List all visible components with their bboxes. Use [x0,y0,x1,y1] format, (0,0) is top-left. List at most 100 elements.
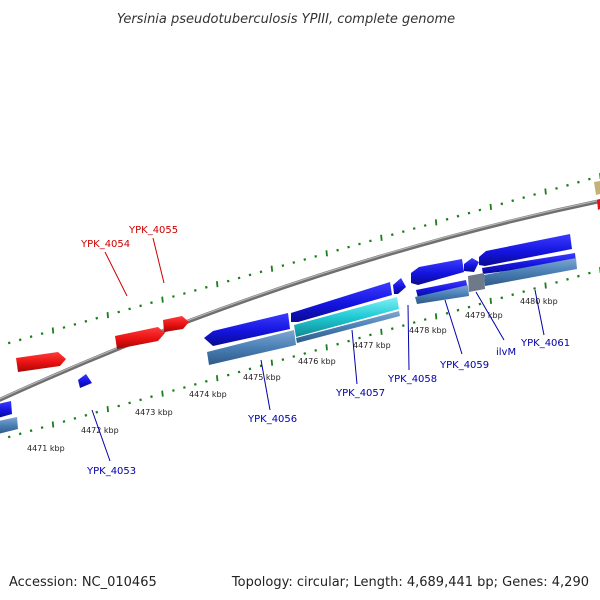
upper-tick-mark [380,234,383,241]
lower-tick-mark [314,349,318,352]
lower-tick-mark [172,389,175,392]
lower-tick-mark [84,413,88,417]
upper-tick-mark [51,327,55,334]
upper-tick-mark [434,219,438,226]
label-ypk-4055[interactable]: YPK_4055 [128,225,178,236]
ruler-label-4475: 4475 kbp [243,373,281,382]
upper-tick-mark [150,301,153,305]
leader-ypk-4054 [104,251,128,297]
gene-arrow-ypk-4056[interactable] [204,313,290,346]
upper-tick-mark [533,193,536,196]
cds-feature-ypk-4057[interactable] [294,297,399,337]
lower-tick-mark [566,277,569,281]
upper-tick-mark [555,187,558,190]
gene-arrow-ilvm[interactable] [464,258,479,272]
upper-tick-mark [204,285,208,289]
accession-text: Accession: NC_010465 [9,575,157,590]
gene-arrow-lower-right[interactable] [482,253,576,274]
lower-tick-mark [193,383,197,386]
gene-arrow-ypk-4059[interactable] [411,259,464,285]
gene-arrow-ypk-4057[interactable] [291,282,392,322]
upper-tick-mark [29,335,33,339]
leader-ypk-4059 [444,299,463,355]
label-ilvm[interactable]: ilvM [496,347,516,358]
cds-feature-ypk-4056[interactable] [207,330,296,365]
upper-tick-mark [18,338,22,342]
lower-tick-mark [544,282,547,289]
leader-ypk-4057 [351,329,358,385]
ruler-label-4480: 4480 kbp [520,297,558,306]
reverse-strand-genes [16,316,189,372]
leader-ypk-4058 [407,304,410,371]
label-ypk-4058[interactable]: YPK_4058 [387,374,437,385]
lower-tick-mark [522,290,526,293]
cds-feature-ypk-4057-lower[interactable] [296,311,400,343]
upper-tick-mark [95,316,99,320]
feature-partial-tan [594,181,600,195]
lower-tick-mark [401,324,405,327]
upper-tick-mark [358,242,361,246]
cds-feature-partial-left[interactable] [0,417,18,434]
upper-tick-mark [489,203,492,210]
ruler-label-4474: 4474 kbp [189,390,227,399]
lower-tick-mark [150,395,153,399]
lower-tick-mark [325,344,328,351]
lower-tick-mark [434,313,438,320]
upper-tick-mark [478,208,482,212]
lower-tick-mark [347,339,350,343]
tick-rows [7,173,600,439]
gene-arrow-partial-left[interactable] [0,401,12,418]
upper-tick-mark [226,279,230,283]
upper-tick-mark [577,180,580,184]
lower-tick-mark [161,390,164,397]
feature-partial-red [597,199,600,210]
lower-tick-mark [237,370,241,374]
upper-tick-mark [390,233,394,237]
ruler-labels: 4471 kbp 4472 kbp 4473 kbp 4474 kbp 4475… [27,297,558,453]
upper-tick-mark [369,239,372,243]
upper-tick-mark [467,211,471,215]
gene-arrow-ypk-4061[interactable] [479,234,572,266]
upper-tick-mark [172,295,175,298]
leader-ypk-4055 [152,237,165,284]
lower-tick-mark [7,435,11,439]
lower-tick-mark [29,429,33,433]
upper-tick-mark [511,199,515,203]
lower-tick-mark [248,367,252,371]
lower-tick-mark [18,432,22,436]
lower-tick-mark [412,321,416,324]
gene-arrow-lower-mid[interactable] [416,280,468,298]
lower-tick-mark [62,420,66,423]
cds-feature-ilvm[interactable] [468,273,485,292]
label-ypk-4054[interactable]: YPK_4054 [80,239,130,250]
upper-tick-mark [73,323,77,326]
label-ypk-4059[interactable]: YPK_4059 [439,360,489,371]
lower-tick-mark [478,302,482,306]
lower-tick-mark [226,373,230,377]
gene-arrow-ypk-4058[interactable] [393,278,406,294]
upper-tick-mark [193,289,197,292]
lower-tick-mark [281,358,285,361]
label-ypk-4057[interactable]: YPK_4057 [335,388,385,399]
lower-tick-mark [533,287,536,290]
gene-arrow-ypk-4053[interactable] [78,374,92,388]
upper-tick-mark [325,250,328,257]
lower-tick-mark [292,355,296,358]
upper-tick-mark [588,177,591,181]
upper-tick-mark [566,183,569,187]
lower-tick-mark [577,274,580,278]
label-ypk-4053[interactable]: YPK_4053 [86,466,136,477]
ruler-label-4478: 4478 kbp [409,326,447,335]
gene-arrow-ypk-4055[interactable] [163,316,189,332]
lower-tick-mark [456,308,460,312]
lower-tick-mark [139,398,142,402]
lower-tick-mark [128,401,131,405]
gene-arrow-unlabeled-red[interactable] [16,352,66,372]
cds-feature-ypk-4059[interactable] [415,285,469,304]
label-ypk-4056[interactable]: YPK_4056 [247,414,297,425]
gene-arrow-ypk-4054[interactable] [115,327,165,349]
label-ypk-4061[interactable]: YPK_4061 [520,338,570,349]
cds-feature-ypk-4061[interactable] [484,258,577,286]
lower-tick-mark [216,375,219,382]
